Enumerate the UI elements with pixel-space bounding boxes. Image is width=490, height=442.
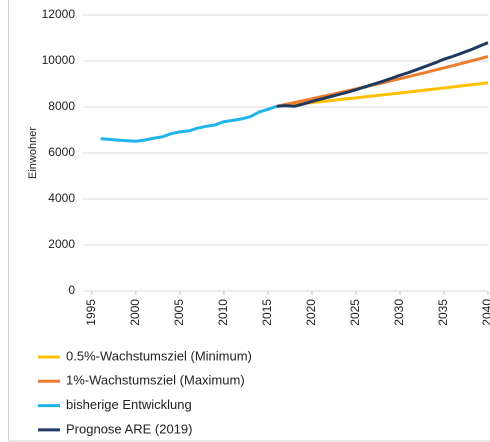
x-tick-label: 2030 — [392, 299, 406, 326]
y-tick-label: 10000 — [42, 53, 76, 67]
y-tick-label: 6000 — [48, 145, 75, 159]
legend-label: 0.5%-Wachstumsziel (Minimum) — [66, 348, 252, 363]
x-tick-label: 2005 — [172, 299, 186, 326]
x-tick-label: 2035 — [436, 299, 450, 326]
y-tick-label: 2000 — [48, 237, 75, 251]
y-tick-label: 0 — [68, 283, 75, 297]
series-line — [276, 41, 489, 108]
y-tick-label: 4000 — [48, 191, 75, 205]
y-tick-label: 12000 — [42, 7, 76, 21]
frame — [8, 0, 490, 442]
x-tick-label: 2020 — [304, 299, 318, 326]
y-axis-label: Einwohner — [27, 127, 39, 179]
legend-label: 1%-Wachstumsziel (Maximum) — [66, 373, 245, 388]
series-line — [100, 104, 278, 143]
x-tick-label: 2025 — [348, 299, 362, 326]
x-tick-label: 2015 — [260, 299, 274, 326]
legend-label: bisherige Entwicklung — [66, 397, 192, 412]
x-tick-label: 2010 — [216, 299, 230, 326]
x-tick-label: 2000 — [128, 299, 142, 326]
x-tick-label: 1995 — [84, 299, 98, 326]
legend-label: Prognose ARE (2019) — [66, 421, 192, 436]
y-tick-label: 8000 — [48, 99, 75, 113]
x-tick-label: 2040 — [480, 299, 490, 326]
